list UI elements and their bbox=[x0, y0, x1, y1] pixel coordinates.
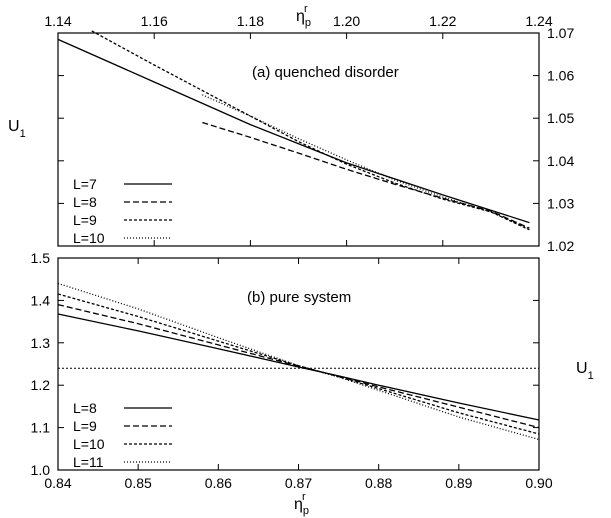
panel-a-legend-label: L=9 bbox=[73, 212, 97, 228]
panel-b-ylabel: U1 bbox=[576, 360, 594, 382]
panel-a-ytick-label: 1.03 bbox=[547, 195, 574, 211]
panel-b-series-l9 bbox=[57, 303, 540, 429]
panel-b-legend: L=8 L=9 L=10 L=11 bbox=[73, 400, 172, 470]
panel-a-xtick-label: 1.22 bbox=[429, 13, 456, 29]
panel-a-series-l9 bbox=[91, 30, 530, 231]
panel-a-legend: L=7 L=8 L=9 L=10 bbox=[73, 176, 172, 246]
panel-a-ticks: 1.14 1.16 1.18 1.20 1.22 1.24 1.02 1.03 1.04 1.05… bbox=[44, 13, 574, 254]
panel-b-xtick-label: 0.85 bbox=[125, 475, 152, 491]
panel-b-xtick-label: 0.90 bbox=[525, 475, 552, 491]
panel-b-xtick-label: 0.88 bbox=[365, 475, 392, 491]
panel-a-series-l7 bbox=[57, 38, 530, 224]
panel-a-xlabel: ηpr bbox=[296, 3, 311, 29]
panel-b-xtick-label: 0.86 bbox=[205, 475, 232, 491]
panel-a-xtick-label: 1.14 bbox=[44, 13, 71, 29]
panel-b-xtick-label: 0.89 bbox=[445, 475, 472, 491]
panel-b-ytick-label: 1.3 bbox=[31, 335, 51, 351]
panel-a-ytick-label: 1.07 bbox=[547, 25, 574, 41]
panel-b-xtick-label: 0.84 bbox=[44, 475, 71, 491]
panel-a-xtick-label: 1.18 bbox=[237, 13, 264, 29]
panel-b-ytick-label: 1.4 bbox=[31, 292, 51, 308]
panel-b-legend-label: L=10 bbox=[73, 436, 105, 452]
panel-a-annotation: (a) quenched disorder bbox=[252, 64, 399, 81]
panel-b: 0.84 0.85 0.86 0.87 0.88 0.89 0.90 1.0 1.1 1.2 1.3… bbox=[31, 250, 594, 517]
panel-a-legend-label: L=7 bbox=[73, 176, 97, 192]
panel-b-annotation: (b) pure system bbox=[247, 289, 351, 306]
panel-b-series-l8 bbox=[57, 313, 540, 421]
panel-a-frame bbox=[57, 32, 540, 247]
panel-b-ytick-label: 1.1 bbox=[31, 420, 51, 436]
panel-a-series-l10 bbox=[202, 94, 530, 230]
panel-a: 1.14 1.16 1.18 1.20 1.22 1.24 1.02 1.03 1.04 1.05… bbox=[8, 3, 574, 254]
panel-b-ytick-label: 1.2 bbox=[31, 377, 51, 393]
panel-a-xtick-label: 1.16 bbox=[141, 13, 168, 29]
panel-a-ytick-label: 1.04 bbox=[547, 153, 574, 169]
panel-b-series-l10 bbox=[57, 293, 540, 435]
panel-b-legend-label: L=11 bbox=[73, 454, 104, 470]
panel-a-legend-label: L=8 bbox=[73, 194, 97, 210]
panel-a-ytick-label: 1.05 bbox=[547, 110, 574, 126]
panel-b-legend-label: L=9 bbox=[73, 418, 97, 434]
panel-b-series-l11 bbox=[57, 282, 540, 441]
panel-a-legend-label: L=10 bbox=[73, 230, 105, 246]
panel-b-ticks: 0.84 0.85 0.86 0.87 0.88 0.89 0.90 1.0 1.1 1.2 1.3… bbox=[31, 250, 553, 491]
panel-b-ytick-label: 1.5 bbox=[31, 250, 51, 266]
panel-a-xtick-label: 1.20 bbox=[333, 13, 360, 29]
panel-b-ytick-label: 1.0 bbox=[31, 462, 51, 478]
panel-a-series-l8 bbox=[202, 121, 530, 229]
panel-a-series bbox=[57, 30, 530, 231]
panel-a-ytick-label: 1.06 bbox=[547, 68, 574, 84]
panel-b-xtick-label: 0.87 bbox=[285, 475, 312, 491]
panel-b-legend-label: L=8 bbox=[73, 400, 97, 416]
panel-a-xtick-label: 1.24 bbox=[525, 13, 552, 29]
panel-b-series bbox=[57, 282, 540, 441]
panel-b-xlabel: ηpr bbox=[294, 491, 309, 517]
panel-a-ylabel: U1 bbox=[8, 118, 26, 140]
panel-a-ytick-label: 1.02 bbox=[547, 238, 574, 254]
